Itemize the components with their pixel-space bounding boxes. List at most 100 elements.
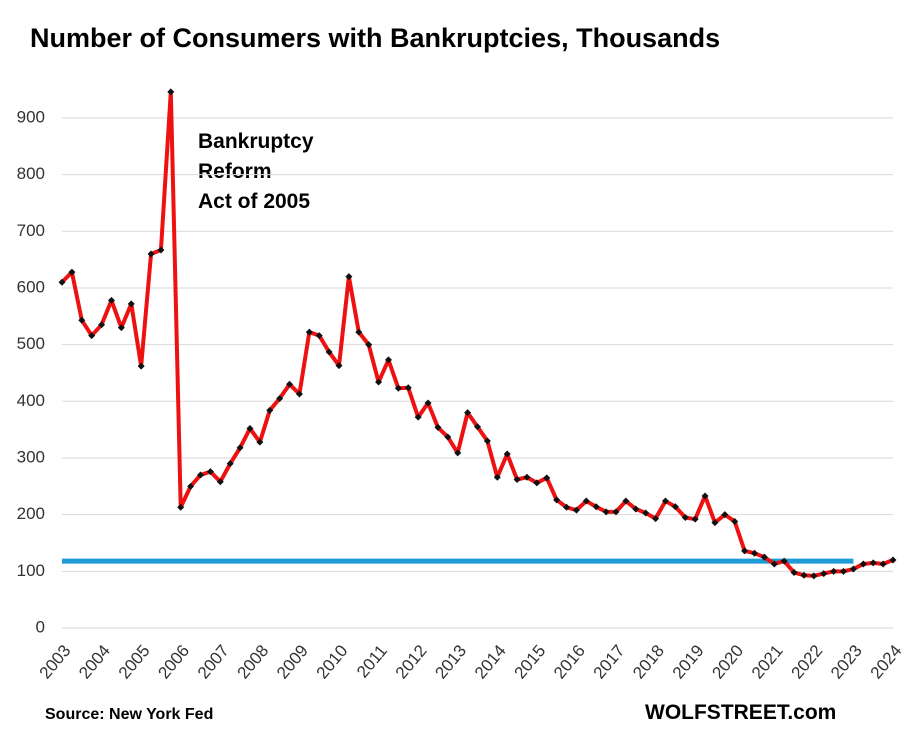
y-tick-label: 400	[17, 391, 45, 410]
marker	[652, 515, 660, 523]
marker	[800, 571, 808, 579]
marker	[592, 503, 600, 511]
marker	[632, 505, 640, 513]
annotation: Bankruptcy	[198, 130, 314, 153]
marker	[325, 348, 333, 356]
marker	[375, 378, 383, 386]
x-tick-label: 2024	[867, 641, 906, 682]
marker	[58, 278, 66, 286]
marker	[444, 433, 452, 441]
x-tick-label: 2004	[75, 641, 114, 682]
x-tick-label: 2014	[471, 641, 510, 682]
marker	[197, 471, 204, 479]
brand: WOLFSTREET.com	[645, 701, 836, 724]
marker	[404, 384, 412, 392]
marker	[612, 508, 620, 516]
marker	[394, 384, 402, 392]
marker	[305, 328, 313, 336]
marker	[315, 332, 323, 340]
marker	[543, 474, 551, 482]
marker	[167, 88, 175, 96]
marker	[849, 565, 857, 573]
chart-title: Number of Consumers with Bankruptcies, T…	[30, 23, 720, 53]
x-tick-label: 2022	[787, 641, 826, 682]
marker	[840, 567, 848, 575]
marker	[820, 570, 828, 578]
marker	[483, 437, 491, 445]
marker	[721, 511, 729, 519]
marker	[859, 560, 867, 568]
y-tick-label: 600	[17, 277, 45, 296]
y-tick-label: 500	[17, 334, 45, 353]
x-tick-label: 2019	[669, 641, 708, 682]
marker	[513, 476, 521, 484]
marker	[563, 503, 571, 511]
x-tick-label: 2011	[353, 641, 391, 681]
y-tick-label: 900	[17, 107, 45, 126]
marker	[117, 324, 125, 332]
marker	[642, 509, 650, 517]
marker	[503, 450, 511, 458]
x-tick-label: 2008	[233, 641, 272, 682]
marker	[780, 557, 788, 565]
x-tick-label: 2018	[629, 641, 668, 682]
marker	[127, 300, 135, 308]
x-tick-label: 2016	[550, 641, 589, 682]
marker	[879, 560, 887, 568]
marker	[295, 390, 303, 398]
marker	[622, 497, 630, 505]
marker	[751, 549, 758, 557]
y-tick-label: 300	[17, 447, 45, 466]
marker	[523, 473, 531, 481]
x-tick-label: 2005	[115, 641, 154, 682]
marker	[424, 399, 432, 407]
marker	[454, 449, 462, 457]
marker	[770, 560, 778, 568]
marker	[572, 506, 580, 514]
y-tick-label: 100	[17, 561, 45, 580]
marker	[414, 413, 422, 421]
marker	[691, 515, 699, 523]
x-tick-label: 2006	[154, 641, 193, 682]
marker	[602, 508, 610, 516]
marker	[147, 250, 155, 258]
x-tick-label: 2020	[708, 641, 747, 682]
x-tick-label: 2010	[313, 641, 352, 682]
marker	[216, 478, 224, 486]
marker	[68, 268, 76, 276]
marker	[671, 503, 679, 511]
annotation: Act of 2005	[198, 190, 310, 213]
marker	[681, 513, 689, 521]
marker	[701, 492, 709, 500]
marker	[533, 479, 541, 487]
marker	[711, 519, 719, 527]
marker	[187, 482, 195, 490]
source: Source: New York Fed	[45, 706, 213, 723]
marker	[335, 362, 343, 370]
line	[60, 89, 894, 578]
marker	[355, 328, 363, 336]
x-tick-label: 2009	[273, 641, 312, 682]
marker	[266, 406, 274, 414]
x-tick-label: 2013	[431, 641, 470, 682]
marker	[107, 296, 115, 304]
marker	[256, 438, 264, 446]
marker	[88, 332, 96, 340]
x-tick-label: 2017	[590, 641, 629, 682]
marker	[474, 423, 481, 431]
marker	[869, 559, 877, 567]
marker	[137, 362, 145, 370]
x-tick-label: 2007	[194, 641, 233, 682]
x-tick-label: 2015	[510, 641, 549, 682]
marker	[731, 517, 739, 525]
marker	[365, 341, 373, 349]
marker	[206, 468, 214, 476]
marker	[810, 572, 818, 580]
marker	[345, 273, 353, 281]
marker	[889, 556, 897, 564]
marker	[98, 321, 106, 329]
marker	[464, 409, 472, 417]
marker	[384, 356, 392, 364]
